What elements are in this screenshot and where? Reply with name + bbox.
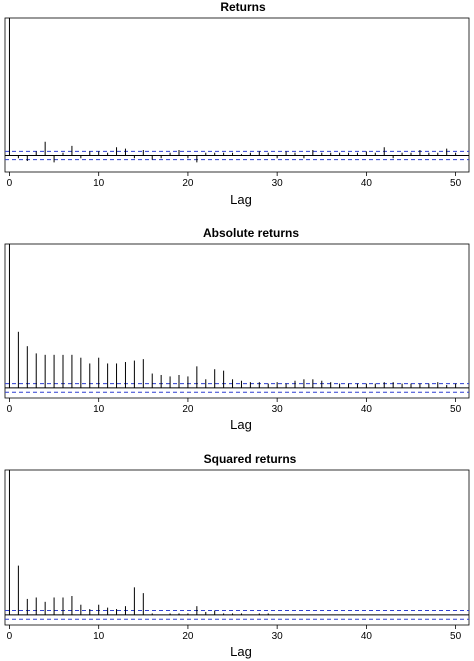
x-tick-label-absolute-returns-50: 50 bbox=[450, 404, 462, 415]
plot-frame-returns bbox=[4, 17, 470, 173]
acf-plot-squared-returns: 0 10 20 30 40 50 bbox=[4, 469, 470, 642]
x-axis-label-squared-returns: Lag bbox=[230, 644, 252, 659]
x-tick-label-returns-10: 10 bbox=[93, 178, 105, 189]
x-tick-label-squared-returns-10: 10 bbox=[93, 631, 105, 642]
plot-frame-absolute-returns bbox=[4, 243, 470, 399]
x-tick-label-returns-40: 40 bbox=[361, 178, 373, 189]
x-tick-label-absolute-returns-30: 30 bbox=[272, 404, 284, 415]
x-tick-label-absolute-returns-40: 40 bbox=[361, 404, 373, 415]
x-axis-label-returns: Lag bbox=[230, 192, 252, 207]
x-tick-label-squared-returns-20: 20 bbox=[182, 631, 194, 642]
panel-title-squared-returns: Squared returns bbox=[204, 452, 297, 466]
x-tick-label-squared-returns-0: 0 bbox=[7, 631, 13, 642]
panel-title-absolute-returns: Absolute returns bbox=[203, 226, 299, 240]
x-tick-label-squared-returns-30: 30 bbox=[272, 631, 284, 642]
x-tick-label-squared-returns-50: 50 bbox=[450, 631, 462, 642]
acf-plot-absolute-returns: 0 10 20 30 40 50 bbox=[4, 243, 470, 415]
x-tick-label-squared-returns-40: 40 bbox=[361, 631, 373, 642]
x-tick-label-absolute-returns-20: 20 bbox=[182, 404, 194, 415]
x-tick-label-absolute-returns-10: 10 bbox=[93, 404, 105, 415]
panel-title-returns: Returns bbox=[220, 0, 266, 14]
x-tick-label-returns-50: 50 bbox=[450, 178, 462, 189]
x-axis-label-absolute-returns: Lag bbox=[230, 417, 252, 432]
plot-frame-squared-returns bbox=[4, 469, 470, 626]
x-tick-label-returns-0: 0 bbox=[7, 178, 13, 189]
x-tick-label-absolute-returns-0: 0 bbox=[7, 404, 13, 415]
x-tick-label-returns-20: 20 bbox=[182, 178, 194, 189]
acf-plot-returns: 0 10 20 30 40 50 bbox=[4, 17, 470, 189]
x-tick-label-returns-30: 30 bbox=[272, 178, 284, 189]
